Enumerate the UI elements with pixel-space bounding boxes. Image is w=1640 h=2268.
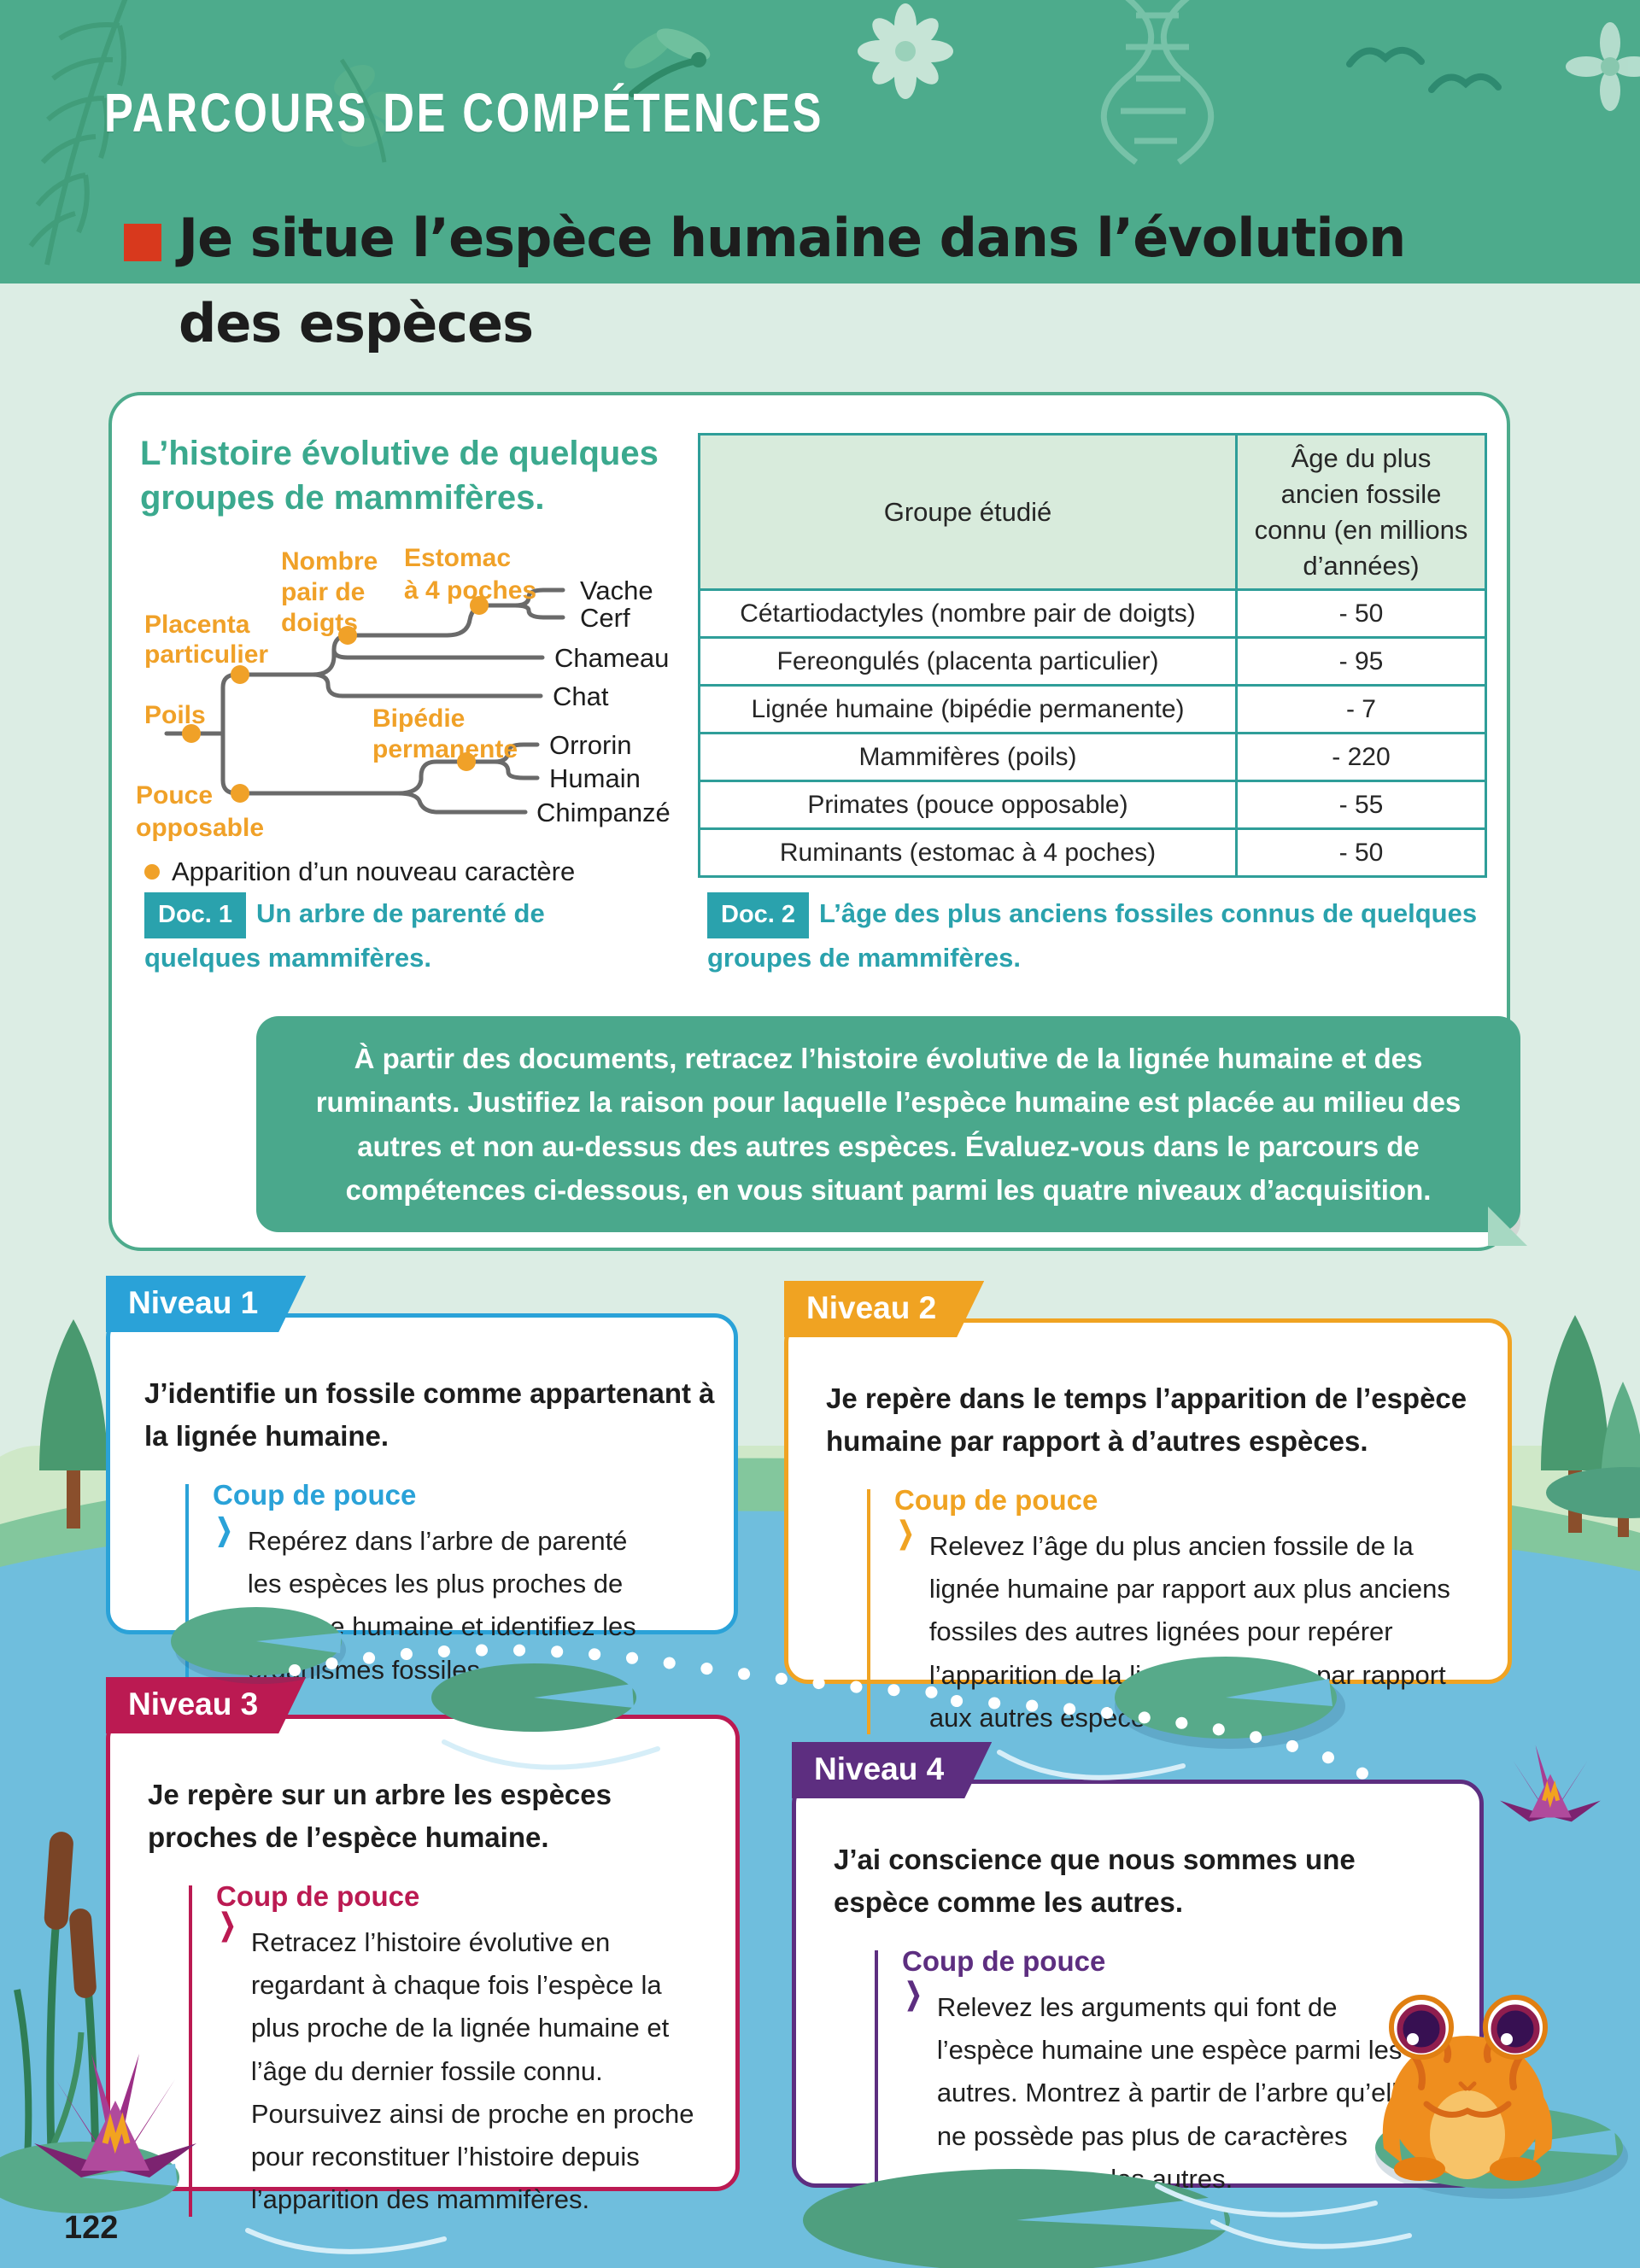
flower-icon bbox=[858, 3, 953, 99]
sprig-icon bbox=[334, 58, 411, 163]
level3-statement: Je repère sur un arbre les espèces proch… bbox=[148, 1779, 612, 1853]
level1-hint-text: Repérez dans l’arbre de parenté les espè… bbox=[247, 1526, 636, 1685]
task-text: À partir des documents, retracez l’histo… bbox=[315, 1043, 1461, 1206]
trait-label-bipedie-l2: permanente bbox=[372, 735, 518, 763]
task-box-fold-icon bbox=[1488, 1207, 1527, 1246]
trait-label-placenta-l2: particulier bbox=[144, 640, 268, 669]
level2-box: Je repère dans le temps l’apparition de … bbox=[784, 1318, 1512, 1735]
table-row: Ruminants (estomac à 4 poches) - 50 bbox=[698, 827, 1487, 879]
table-header-age: Âge du plus ancien fossile connu (en mil… bbox=[1235, 432, 1487, 592]
species-orrorin: Orrorin bbox=[549, 730, 631, 760]
banner-title: PARCOURS DE COMPÉTENCES bbox=[104, 83, 824, 143]
table-row: Cétartiodactyles (nombre pair de doigts)… bbox=[698, 588, 1487, 640]
doc1-heading: L’histoire évolutive de quelques groupes… bbox=[140, 435, 659, 517]
trait-label-nombre-l3: doigts bbox=[281, 609, 358, 637]
flower-icon bbox=[1566, 22, 1640, 111]
level1-statement: J’identifie un fossile comme appartenant… bbox=[144, 1377, 715, 1452]
level3-box: Je repère sur un arbre les espèces proch… bbox=[106, 1715, 740, 2217]
trait-label-pouce-l2: opposable bbox=[136, 814, 264, 842]
trait-label-pouce-l1: Pouce bbox=[136, 781, 213, 810]
table-row: Lignée humaine (bipédie permanente) - 7 bbox=[698, 684, 1487, 735]
species-humain: Humain bbox=[549, 763, 641, 793]
task-box: À partir des documents, retracez l’histo… bbox=[256, 1016, 1527, 1246]
level1-box: J’identifie un fossile comme appartenant… bbox=[106, 1313, 738, 1686]
trait-label-estomac-l2: à 4 poches bbox=[404, 576, 536, 605]
phylogenetic-tree: Poils Placenta particulier Nombre pair d… bbox=[136, 544, 671, 842]
level3-tab: Niveau 3 bbox=[106, 1677, 306, 1733]
page-number: 122 bbox=[64, 2210, 119, 2246]
top-banner: PARCOURS DE COMPÉTENCES bbox=[0, 0, 1640, 284]
trait-label-nombre-l1: Nombre bbox=[281, 547, 378, 576]
group-cell: Primates (pouce opposable) bbox=[698, 780, 1238, 831]
trait-label-bipedie-l1: Bipédie bbox=[372, 704, 465, 733]
species-chat: Chat bbox=[553, 681, 609, 711]
group-cell: Ruminants (estomac à 4 poches) bbox=[698, 827, 1238, 879]
group-cell: Cétartiodactyles (nombre pair de doigts) bbox=[698, 588, 1238, 640]
species-vache: Vache bbox=[580, 576, 653, 605]
level4-hint-text: Relevez les arguments qui font de l’espè… bbox=[936, 1992, 1413, 2194]
chevron-icon: ❯ bbox=[215, 1512, 233, 1546]
tree-legend-text: Apparition d’un nouveau caractère bbox=[172, 856, 576, 886]
level3-hint-block: Coup de pouce ❯ Retracez l’histoire évol… bbox=[189, 1880, 710, 2222]
fern-icon bbox=[28, 0, 128, 266]
table-row: Mammifères (poils) - 220 bbox=[698, 732, 1487, 783]
age-cell: - 7 bbox=[1235, 684, 1487, 735]
level2-statement: Je repère dans le temps l’apparition de … bbox=[826, 1382, 1467, 1457]
age-cell: - 50 bbox=[1235, 588, 1487, 640]
level4-hint-title: Coup de pouce bbox=[902, 1945, 1106, 1977]
age-cell: - 220 bbox=[1235, 732, 1487, 783]
age-cell: - 95 bbox=[1235, 636, 1487, 687]
species-chameau: Chameau bbox=[554, 643, 669, 673]
level3-hint-title: Coup de pouce bbox=[216, 1880, 420, 1912]
fossil-age-table: Groupe étudié Âge du plus ancien fossile… bbox=[698, 432, 1487, 879]
species-cerf: Cerf bbox=[580, 603, 630, 633]
table-row: Fereongulés (placenta particulier) - 95 bbox=[698, 636, 1487, 687]
level1-hint-block: Coup de pouce ❯ Repérez dans l’arbre de … bbox=[185, 1479, 703, 1692]
doc1-caption-text: Un arbre de parenté de quelques mammifèr… bbox=[144, 898, 545, 973]
level1-tab: Niveau 1 bbox=[106, 1276, 306, 1332]
doc2-badge: Doc. 2 bbox=[707, 892, 810, 938]
level4-tab: Niveau 4 bbox=[792, 1742, 992, 1798]
doc2-caption-text: L’âge des plus anciens fossiles connus d… bbox=[707, 898, 1478, 973]
tree-legend: Apparition d’un nouveau caractère bbox=[144, 856, 575, 887]
level4-box: J’ai conscience que nous sommes une espè… bbox=[792, 1780, 1484, 2196]
chevron-icon: ❯ bbox=[219, 1907, 237, 1942]
page-title-line2: des espèces bbox=[179, 292, 534, 354]
table-header-group: Groupe étudié bbox=[698, 432, 1238, 592]
bird-icon bbox=[1346, 47, 1502, 93]
age-cell: - 55 bbox=[1235, 780, 1487, 831]
level4-statement: J’ai conscience que nous sommes une espè… bbox=[834, 1844, 1356, 1918]
trait-label-placenta-l1: Placenta bbox=[144, 611, 250, 639]
level3-hint-text: Retracez l’histoire évolutive en regarda… bbox=[250, 1927, 694, 2215]
species-chimpanze: Chimpanzé bbox=[536, 798, 671, 827]
level1-hint-title: Coup de pouce bbox=[213, 1479, 417, 1511]
group-cell: Fereongulés (placenta particulier) bbox=[698, 636, 1238, 687]
trait-label-estomac-l1: Estomac bbox=[404, 544, 511, 572]
doc1-caption: Doc. 1 Un arbre de parenté de quelques ma… bbox=[144, 892, 571, 978]
level2-hint-text: Relevez l’âge du plus ancien fossile de … bbox=[928, 1531, 1450, 1733]
orange-dot-icon bbox=[144, 864, 160, 880]
dragonfly-icon bbox=[624, 28, 711, 97]
trait-label-nombre-l2: pair de bbox=[281, 578, 365, 606]
dna-helix-icon bbox=[1101, 0, 1214, 165]
banner-decorations bbox=[28, 0, 1640, 266]
title-square-bullet-icon bbox=[124, 224, 161, 261]
doc1-badge: Doc. 1 bbox=[144, 892, 247, 938]
chevron-icon: ❯ bbox=[905, 1976, 922, 2011]
level2-tab: Niveau 2 bbox=[784, 1281, 984, 1337]
page-title: Je situe l’espèce humaine dans l’évoluti… bbox=[124, 207, 1406, 354]
group-cell: Mammifères (poils) bbox=[698, 732, 1238, 783]
age-cell: - 50 bbox=[1235, 827, 1487, 879]
page-title-line1: Je situe l’espèce humaine dans l’évoluti… bbox=[179, 207, 1406, 269]
doc2-caption: Doc. 2 L’âge des plus anciens fossiles co… bbox=[707, 892, 1519, 978]
table-row: Primates (pouce opposable) - 55 bbox=[698, 780, 1487, 831]
trait-label-poils: Poils bbox=[144, 701, 206, 729]
new-trait-dots bbox=[182, 596, 489, 803]
chevron-icon: ❯ bbox=[897, 1515, 915, 1550]
level2-hint-title: Coup de pouce bbox=[894, 1484, 1098, 1516]
level2-hint-block: Coup de pouce ❯ Relevez l’âge du plus an… bbox=[867, 1484, 1477, 1739]
group-cell: Lignée humaine (bipédie permanente) bbox=[698, 684, 1238, 735]
level4-hint-block: Coup de pouce ❯ Relevez les arguments qu… bbox=[875, 1945, 1454, 2201]
